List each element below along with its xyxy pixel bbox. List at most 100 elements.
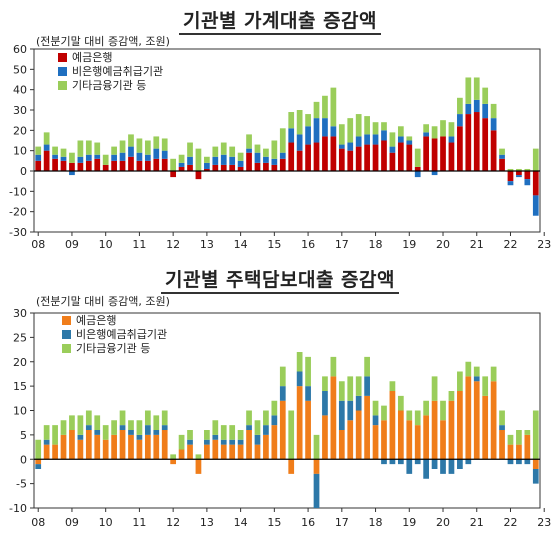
x-tick-label: 08 [31, 238, 45, 251]
bar-segment [524, 430, 531, 435]
bar-segment [338, 381, 345, 401]
bar-segment [220, 439, 227, 445]
bar-segment [102, 164, 109, 171]
bar-segment [490, 130, 497, 171]
x-tick-label: 17 [335, 516, 349, 529]
bar-segment [473, 381, 480, 460]
y-tick-label: 20 [13, 356, 27, 369]
bar-segment [94, 415, 101, 431]
plot-area: -10 -5 0 5 10 15 20 25 30 08 09 10 11 12 13 14 15 16 17 18 1… [9, 307, 551, 529]
bar-segment [296, 386, 303, 460]
bar-segment [372, 144, 379, 171]
bar-segment [414, 171, 421, 178]
bar-segment [178, 434, 185, 450]
bar-segment [279, 128, 286, 153]
bar-segment [389, 152, 396, 171]
bar-segment [77, 439, 84, 460]
y-tick-label: 20 [13, 124, 27, 137]
bar-segment [52, 425, 58, 445]
bar-segment [406, 144, 413, 171]
bar-segment [77, 140, 84, 157]
bar-segment [271, 158, 278, 165]
bar-segment [473, 376, 480, 382]
x-tick-label: 08 [31, 516, 45, 529]
household-loan-chart: 기관별 가계대출 증감액 (전분기말 대비 증감액, 조원) -30 -20 -10… [0, 0, 560, 262]
bar-segment [254, 152, 261, 163]
bar-segment [347, 420, 354, 460]
x-tick-label: 16 [301, 516, 315, 529]
bar-segment [102, 425, 109, 440]
bar-segment [35, 146, 42, 155]
bar-segment [347, 150, 354, 171]
bar-segment [532, 171, 539, 196]
bar-segment [414, 410, 421, 426]
bar-segment [482, 103, 489, 119]
bar-segment [465, 114, 472, 171]
bar-segment [397, 395, 404, 411]
bar-segment [288, 459, 295, 474]
bar-segment [69, 162, 75, 171]
bar-segment [178, 166, 185, 171]
bar-segment [457, 371, 463, 391]
bar-segment [499, 425, 505, 431]
bar-segment [322, 95, 328, 119]
bar-segment [355, 146, 362, 171]
bar-segment [69, 171, 75, 176]
bar-segment [431, 126, 438, 139]
bar-segment [204, 444, 210, 460]
bar-segment [153, 158, 160, 171]
bar-segment [389, 391, 396, 460]
bar-segment [170, 454, 177, 460]
bar-segment [355, 136, 362, 147]
bar-segment [473, 366, 480, 377]
x-tick-label: 22 [503, 238, 517, 251]
bar-segment [338, 148, 345, 171]
y-tick-label: -10 [9, 185, 27, 198]
bar-segment [52, 158, 58, 171]
bar-segment [195, 454, 202, 460]
bar-segment [313, 473, 320, 509]
legend-swatch [58, 53, 67, 62]
y-tick-label: 60 [13, 43, 27, 56]
bar-segment [516, 168, 522, 171]
bar-segment [170, 171, 177, 178]
bar-segment [457, 126, 463, 171]
bar-segment [389, 132, 396, 147]
bar-segment [178, 154, 185, 163]
bar-segment [397, 142, 404, 171]
bar-segment [204, 168, 210, 171]
x-tick-label: 23 [537, 238, 551, 251]
bar-segment [35, 160, 42, 171]
bar-segment [195, 459, 202, 474]
bar-segment [187, 430, 193, 440]
bar-segment [330, 376, 337, 460]
bar-segment [423, 124, 430, 133]
bar-segment [102, 154, 109, 165]
bar-segment [431, 171, 438, 176]
bar-segment [136, 434, 143, 440]
bar-segment [364, 144, 370, 171]
x-tick-label: 09 [65, 238, 79, 251]
bar-segment [330, 136, 337, 171]
bar-segment [229, 444, 236, 460]
bar-segment [389, 381, 396, 391]
bar-segment [465, 77, 472, 104]
bar-segment [516, 171, 522, 176]
bar-segment [288, 128, 295, 143]
bar-segment [195, 148, 202, 171]
bar-segment [372, 134, 379, 145]
bar-segment [43, 144, 50, 151]
bar-segment [414, 148, 421, 167]
bar-segment [431, 400, 438, 460]
y-tick-label: 30 [13, 104, 27, 117]
bar-segment [178, 162, 185, 167]
bar-segment [161, 158, 168, 171]
bar-segment [524, 168, 531, 171]
bar-segment [372, 415, 379, 426]
bar-segment [423, 459, 430, 479]
bar-segment [35, 154, 42, 161]
bar-segment [524, 459, 531, 465]
bar-segment [94, 154, 101, 159]
bar-segment [85, 160, 92, 171]
bar-segment [516, 459, 522, 465]
